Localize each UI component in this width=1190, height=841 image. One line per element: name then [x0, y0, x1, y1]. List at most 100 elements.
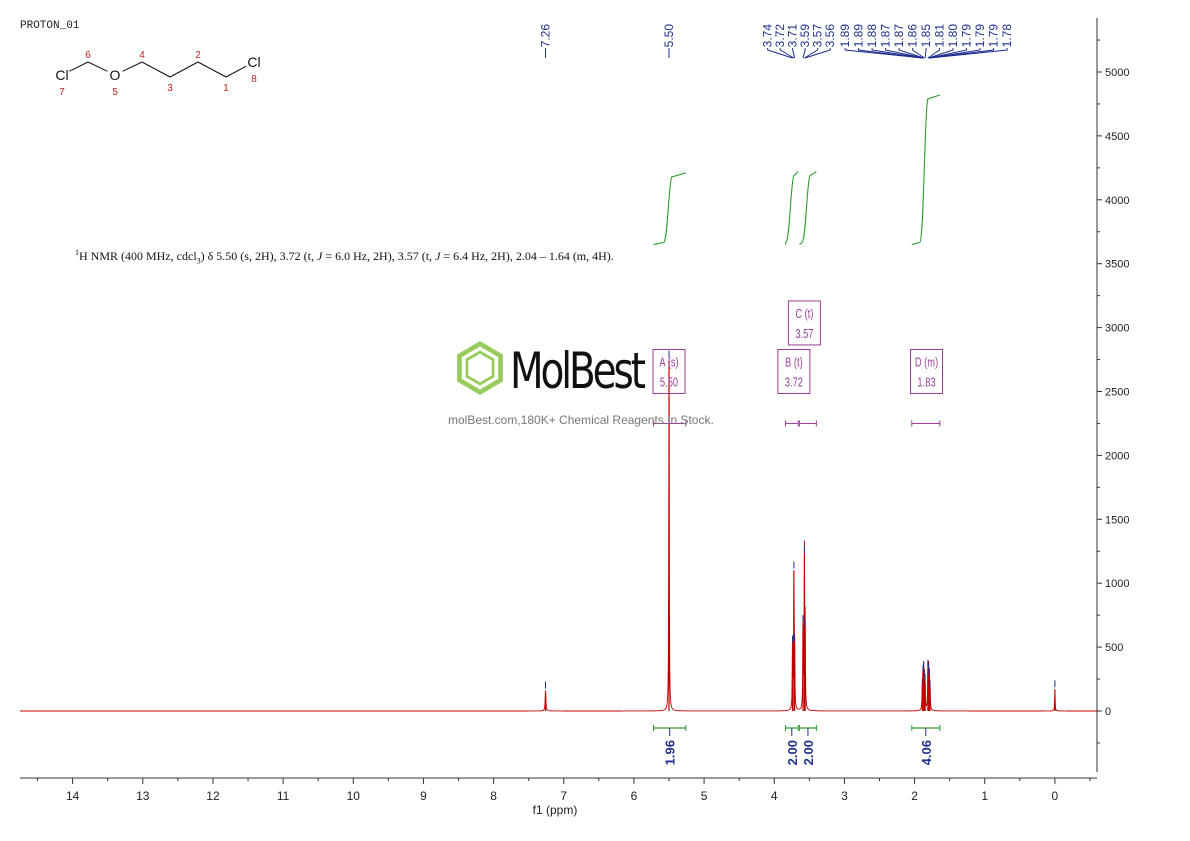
y-tick-label: 1500 [1105, 514, 1129, 526]
peak-pick-leader [898, 48, 924, 59]
multiplet-shift: 1.83 [917, 376, 935, 390]
molecule-bond [122, 61, 143, 72]
peak-pick-label: 1.88 [865, 24, 879, 48]
multiplet-box [652, 349, 686, 394]
x-tick-label: 14 [66, 789, 80, 803]
y-tick-label: 2000 [1105, 450, 1129, 462]
peak-pick-label: 1.87 [879, 24, 893, 48]
peak-pick-label: 3.71 [786, 24, 800, 48]
peak-pick-label: 1.78 [1000, 24, 1014, 48]
y-tick-label: 1000 [1105, 578, 1129, 590]
molecule-bond [169, 61, 199, 78]
peak-pick-leader [929, 48, 981, 59]
peak-pick-leader [928, 48, 954, 59]
y-tick-label: 500 [1105, 642, 1123, 654]
y-tick-label: 4000 [1105, 195, 1129, 207]
y-tick-label: 0 [1105, 706, 1111, 718]
integral-curve [799, 171, 817, 245]
peak-pick-label: 3.56 [823, 24, 837, 48]
molecule-bond [87, 61, 108, 72]
peak-pick-leader [924, 48, 927, 59]
y-tick-label: 5000 [1105, 67, 1129, 79]
x-tick-label: 9 [420, 789, 427, 803]
multiplet-shift: 3.57 [795, 328, 813, 342]
peak-pick-label: 5.50 [662, 24, 676, 48]
peak-pick-label: 3.72 [773, 24, 787, 48]
sample-label: PROTON_01 [20, 20, 80, 32]
x-tick-label: 13 [136, 789, 150, 803]
peak-pick-leader [844, 48, 923, 59]
peak-pick-label: 1.79 [960, 24, 974, 48]
peak-pick-label: 1.81 [933, 24, 947, 48]
molecule-atom-number: 4 [139, 50, 145, 61]
peak-pick-label: 1.86 [906, 24, 920, 48]
multiplet-letter: C (t) [795, 308, 813, 322]
spectrum-trace [20, 377, 1097, 712]
molecule-atom: O [110, 67, 121, 83]
peak-pick-leader [929, 48, 968, 59]
x-tick-label: 4 [771, 789, 778, 803]
molecule-bond [69, 61, 89, 72]
x-axis-label: f1 (ppm) [533, 803, 578, 817]
molecule-atom-number: 8 [251, 74, 257, 85]
peak-pick-label: 1.89 [838, 24, 852, 48]
peak-pick-leader [804, 48, 831, 59]
peak-pick-label: 1.80 [946, 24, 960, 48]
molecule-bond [225, 65, 247, 78]
peak-pick-label: 1.87 [892, 24, 906, 48]
integral-curve [784, 171, 799, 245]
y-tick-label: 2500 [1105, 387, 1129, 399]
peak-pick-leader [912, 48, 925, 59]
watermark-tagline: molBest.com,180K+ Chemical Reagents In S… [448, 413, 714, 427]
molecule-atom-number: 2 [195, 50, 201, 61]
x-tick-label: 8 [490, 789, 497, 803]
peak-pick-leader [779, 48, 795, 59]
y-tick-label: 3000 [1105, 323, 1129, 335]
integral-curve [911, 94, 941, 246]
multiplet-box [910, 349, 944, 394]
molecule-bond [197, 61, 227, 78]
x-tick-label: 2 [911, 789, 918, 803]
molecule-structure: Cl 7 6 O 5 4 3 2 1 Cl 8 [55, 50, 260, 98]
peak-pick-label: 3.59 [798, 24, 812, 48]
multiplet-shift: 5.50 [660, 376, 678, 390]
y-tick-label: 4500 [1105, 131, 1129, 143]
peak-pick-label: 1.89 [852, 24, 866, 48]
peak-pick-leader [802, 48, 806, 59]
integral-curve [653, 172, 686, 246]
peak-pick-leader [929, 48, 995, 59]
peak-pick-label: 3.57 [811, 24, 825, 48]
x-tick-label: 1 [981, 789, 988, 803]
integral-value: 2.00 [785, 740, 800, 765]
x-tick-label: 11 [277, 789, 290, 803]
peak-pick-leader [792, 48, 796, 59]
x-tick-label: 6 [631, 789, 638, 803]
peak-pick-leader [804, 48, 819, 59]
molecule-atom: Cl [247, 54, 260, 70]
x-tick-label: 7 [560, 789, 567, 803]
x-tick-label: 5 [701, 789, 708, 803]
molecule-atom-number: 3 [167, 83, 173, 94]
multiplet-letter: A (s) [659, 356, 678, 370]
x-tick-label: 0 [1052, 789, 1059, 803]
peak-pick-leader [927, 48, 941, 59]
integral-value: 1.96 [663, 740, 678, 765]
multiplet-box [787, 300, 821, 346]
molecule-atom: Cl [55, 67, 68, 83]
peak-pick-leader [767, 48, 793, 59]
watermark-brand: MolBest [510, 342, 646, 400]
y-tick-label: 3500 [1105, 259, 1129, 271]
molecule-atom-number: 5 [112, 87, 118, 98]
nmr-description: 1H NMR (400 MHz, cdcl3) δ 5.50 (s, 2H), … [75, 248, 614, 266]
peak-pick-leader [885, 48, 924, 59]
multiplet-letter: B (t) [785, 356, 803, 370]
peak-pick-label: 3.74 [761, 24, 775, 48]
multiplet-shift: 3.72 [785, 376, 803, 390]
peak-pick-label: 1.79 [987, 24, 1001, 48]
peak-pick-leader [871, 48, 924, 59]
molecule-atom-number: 1 [223, 83, 229, 94]
multiplet-letter: D (m) [915, 356, 939, 370]
peak-pick-label: 7.26 [539, 24, 553, 48]
